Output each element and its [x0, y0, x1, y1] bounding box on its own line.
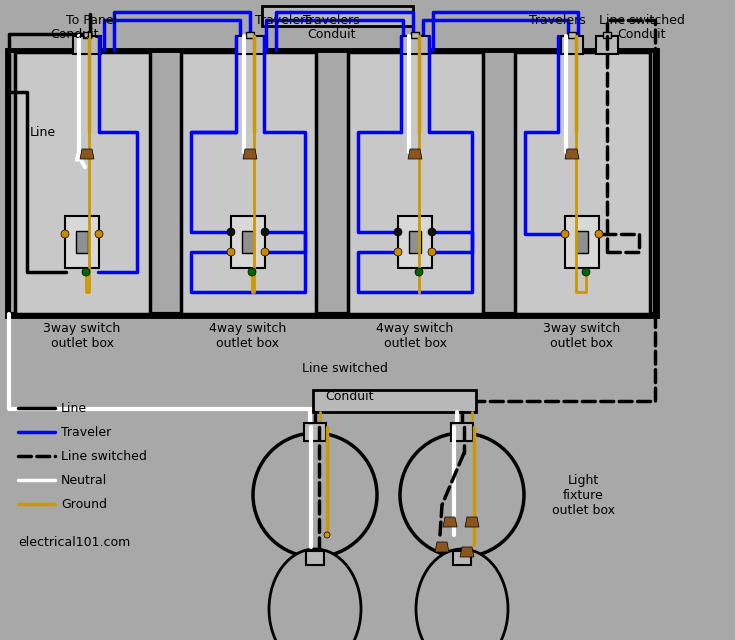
Text: Travelers: Travelers — [254, 14, 312, 27]
Bar — [451, 423, 473, 441]
Text: 4way switch
outlet box: 4way switch outlet box — [209, 322, 287, 350]
Bar — [181, 52, 316, 314]
Bar — [231, 216, 265, 268]
Ellipse shape — [269, 549, 361, 640]
Bar — [306, 551, 324, 565]
Bar — [246, 32, 254, 38]
Circle shape — [394, 228, 402, 236]
Bar — [576, 231, 588, 253]
Text: Line switched: Line switched — [61, 449, 147, 463]
Polygon shape — [460, 547, 474, 557]
Bar — [313, 390, 476, 412]
Circle shape — [595, 230, 603, 238]
Text: Light
fixture
outlet box: Light fixture outlet box — [552, 474, 615, 516]
Circle shape — [400, 433, 524, 557]
Circle shape — [415, 268, 423, 276]
Bar — [398, 216, 432, 268]
Circle shape — [82, 268, 90, 276]
Bar — [65, 216, 99, 268]
Circle shape — [261, 248, 269, 256]
Text: Conduit: Conduit — [50, 28, 98, 41]
Ellipse shape — [416, 549, 508, 640]
Circle shape — [227, 248, 235, 256]
Text: Conduit: Conduit — [617, 28, 666, 41]
Circle shape — [227, 228, 235, 236]
Bar — [453, 551, 471, 565]
Bar — [401, 36, 429, 54]
Circle shape — [253, 433, 377, 557]
Bar — [411, 32, 419, 38]
Text: 3way switch
outlet box: 3way switch outlet box — [43, 322, 121, 350]
Circle shape — [561, 230, 569, 238]
Circle shape — [394, 248, 402, 256]
Bar — [568, 32, 576, 38]
Text: 3way switch
outlet box: 3way switch outlet box — [543, 322, 620, 350]
Text: Conduit: Conduit — [326, 390, 374, 403]
Bar — [596, 36, 618, 54]
Text: Line: Line — [61, 401, 87, 415]
Text: electrical101.com: electrical101.com — [18, 536, 130, 549]
Polygon shape — [435, 542, 449, 552]
Bar — [348, 52, 483, 314]
Text: Traveler: Traveler — [61, 426, 111, 438]
Polygon shape — [408, 149, 422, 159]
Text: Travelers: Travelers — [303, 14, 359, 27]
Polygon shape — [80, 149, 94, 159]
Circle shape — [95, 230, 103, 238]
Circle shape — [61, 230, 69, 238]
Bar — [304, 423, 326, 441]
Bar — [76, 231, 88, 253]
Text: Travelers: Travelers — [528, 14, 585, 27]
Polygon shape — [243, 149, 257, 159]
Bar — [409, 231, 421, 253]
Text: Ground: Ground — [61, 497, 107, 511]
Text: Line switched: Line switched — [599, 14, 685, 27]
Polygon shape — [465, 517, 479, 527]
Bar — [15, 52, 150, 314]
Circle shape — [248, 268, 256, 276]
Bar — [603, 32, 611, 38]
Bar — [262, 6, 413, 26]
Bar — [565, 216, 599, 268]
Circle shape — [428, 228, 436, 236]
Text: Line switched: Line switched — [302, 362, 388, 375]
Polygon shape — [443, 517, 457, 527]
Bar — [515, 52, 650, 314]
Bar — [73, 36, 101, 54]
Circle shape — [324, 532, 330, 538]
Bar — [242, 231, 254, 253]
Text: Conduit: Conduit — [306, 28, 355, 41]
Text: 4way switch
outlet box: 4way switch outlet box — [376, 322, 453, 350]
Circle shape — [582, 268, 590, 276]
Polygon shape — [565, 149, 579, 159]
Text: Neutral: Neutral — [61, 474, 107, 486]
Circle shape — [428, 248, 436, 256]
Bar — [561, 36, 583, 54]
Bar — [83, 32, 91, 38]
Bar — [236, 36, 264, 54]
Text: Line: Line — [30, 125, 56, 138]
Circle shape — [261, 228, 269, 236]
Bar — [7, 50, 657, 316]
Text: To Panel: To Panel — [66, 14, 118, 27]
